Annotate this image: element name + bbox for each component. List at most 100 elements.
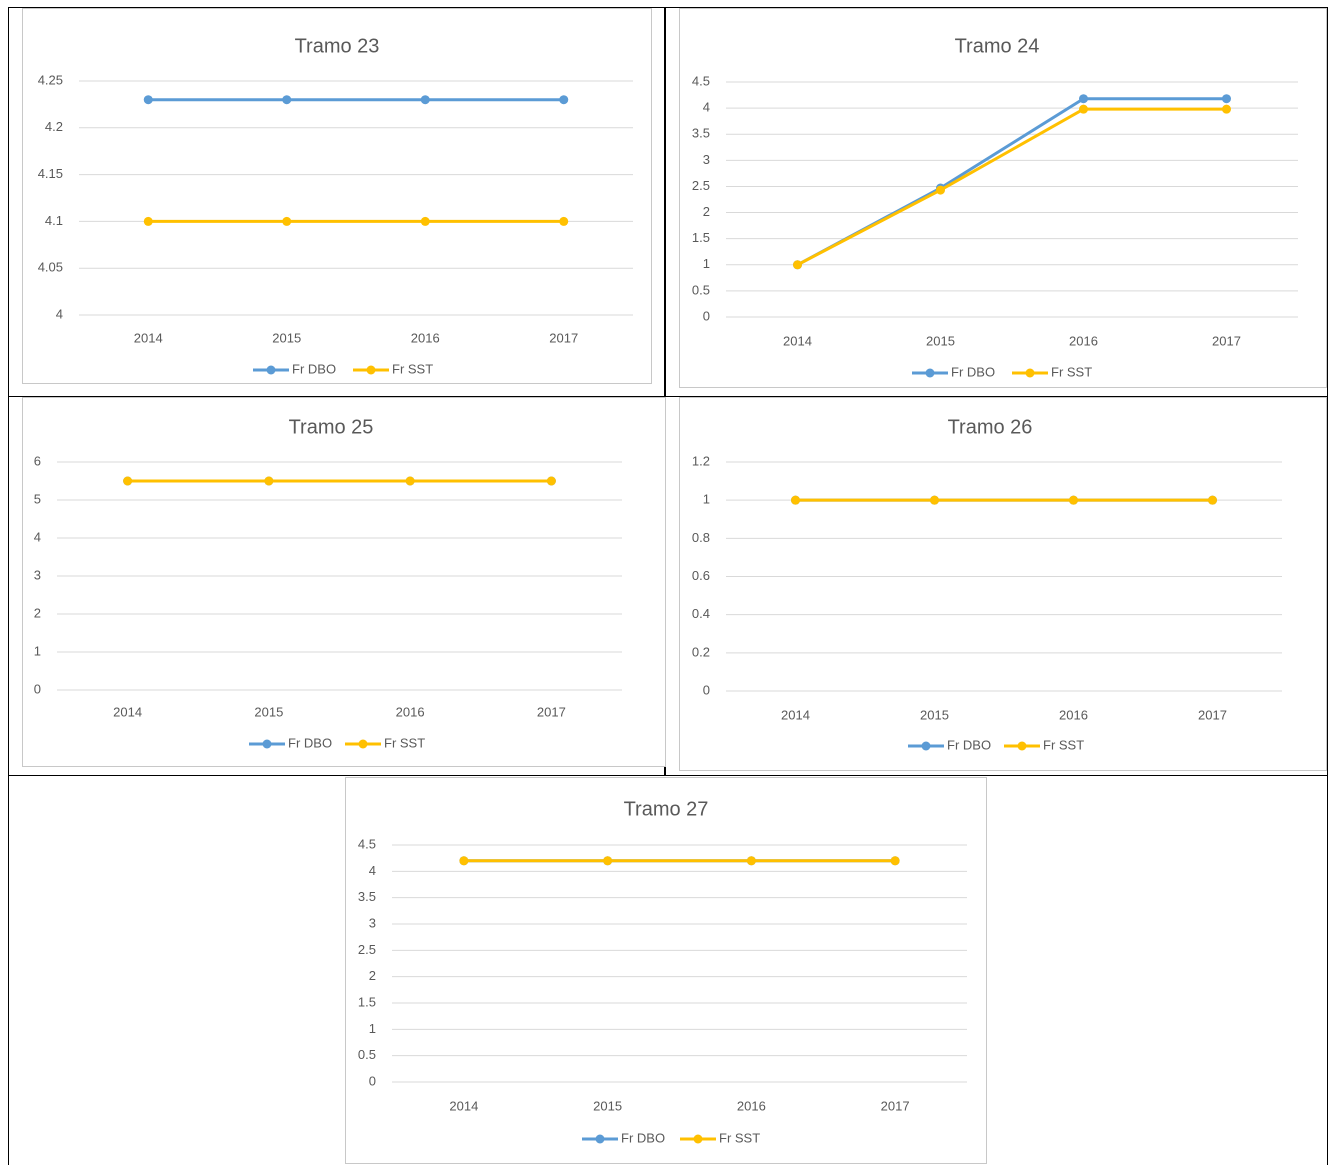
chart-tramo-24-svg: Tramo 24 0 0.5 1 1.5 2 2.5 3 3.5 4 4.5 2014 2015 2016… bbox=[692, 35, 1298, 379]
chart-tramo-27-svg: Tramo 27 0 0.5 1 1.5 2 2.5 3 3.5 4 4.5 2014 2015 2016… bbox=[358, 798, 967, 1145]
x-tick-label: 2016 bbox=[396, 704, 425, 719]
data-point-fr-dbo bbox=[143, 95, 153, 105]
y-tick-label: 0.5 bbox=[358, 1047, 376, 1062]
y-tick-label: 0 bbox=[703, 308, 710, 323]
chart-title: Tramo 23 bbox=[295, 35, 380, 57]
x-tick-label: 2016 bbox=[737, 1098, 766, 1113]
legend-label: Fr SST bbox=[392, 361, 433, 376]
y-tick-label: 4.5 bbox=[358, 836, 376, 851]
data-point-fr-sst bbox=[1079, 104, 1088, 114]
chart-tramo-26-svg: Tramo 26 0 0.2 0.4 0.6 0.8 1 1.2 2014 2015 2016 201… bbox=[692, 416, 1282, 752]
y-tick-label: 1.5 bbox=[358, 994, 376, 1009]
y-tick-label: 1 bbox=[703, 492, 710, 507]
data-point-fr-sst bbox=[264, 476, 274, 486]
table-border-row2 bbox=[8, 775, 1328, 776]
y-tick-label: 4 bbox=[34, 529, 41, 544]
legend-marker-fr-dbo bbox=[595, 1134, 605, 1144]
chart-title: Tramo 27 bbox=[624, 798, 709, 820]
legend-marker-fr-sst bbox=[1017, 741, 1027, 751]
chart-title: Tramo 25 bbox=[289, 416, 374, 438]
chart-title: Tramo 24 bbox=[955, 35, 1040, 57]
data-point-fr-sst bbox=[546, 476, 556, 486]
y-tick-label: 3 bbox=[369, 915, 376, 930]
x-tick-label: 2014 bbox=[134, 330, 163, 345]
y-tick-label: 0.5 bbox=[692, 282, 710, 297]
y-tick-label: 3 bbox=[34, 567, 41, 582]
table-border-left bbox=[8, 7, 9, 1165]
y-tick-label: 6 bbox=[34, 453, 41, 468]
y-tick-label: 4.2 bbox=[45, 119, 63, 134]
y-tick-label: 4.05 bbox=[38, 260, 63, 275]
legend-label: Fr DBO bbox=[947, 737, 991, 752]
chart-tramo-23: Tramo 23 4 4.05 4.1 4.15 4.2 4.25 2014 2015 2016 2… bbox=[22, 8, 652, 384]
legend-marker-fr-dbo bbox=[266, 365, 276, 375]
x-tick-label: 2014 bbox=[783, 333, 812, 348]
legend-marker-fr-dbo bbox=[921, 741, 931, 751]
legend-label: Fr SST bbox=[384, 735, 425, 750]
legend-marker-fr-dbo bbox=[925, 368, 935, 378]
table-border-top bbox=[8, 7, 1328, 8]
legend-label: Fr DBO bbox=[288, 735, 332, 750]
y-tick-label: 0.6 bbox=[692, 568, 710, 583]
y-tick-label: 4 bbox=[369, 863, 376, 878]
data-point-fr-sst bbox=[1069, 495, 1078, 505]
y-tick-label: 5 bbox=[34, 491, 41, 506]
y-tick-label: 1.5 bbox=[692, 230, 710, 245]
x-tick-label: 2014 bbox=[449, 1098, 478, 1113]
data-point-fr-sst bbox=[603, 856, 613, 866]
data-point-fr-dbo bbox=[1079, 94, 1088, 104]
y-tick-label: 4 bbox=[703, 100, 710, 115]
y-tick-label: 4.25 bbox=[38, 72, 63, 87]
data-point-fr-sst bbox=[746, 856, 756, 866]
data-point-fr-sst bbox=[1222, 104, 1231, 114]
x-tick-label: 2015 bbox=[254, 704, 283, 719]
y-tick-label: 4.1 bbox=[45, 213, 63, 228]
y-tick-label: 3 bbox=[703, 152, 710, 167]
data-point-fr-sst bbox=[420, 216, 430, 226]
data-point-fr-sst bbox=[791, 495, 800, 505]
legend-label: Fr DBO bbox=[621, 1130, 665, 1145]
x-tick-label: 2017 bbox=[549, 330, 578, 345]
data-point-fr-sst bbox=[890, 856, 900, 866]
data-point-fr-dbo bbox=[282, 95, 292, 105]
y-tick-label: 0 bbox=[369, 1073, 376, 1088]
chart-tramo-23-svg: Tramo 23 4 4.05 4.1 4.15 4.2 4.25 2014 2015 2016 2… bbox=[38, 35, 633, 376]
y-tick-label: 2 bbox=[369, 968, 376, 983]
x-tick-label: 2016 bbox=[1059, 707, 1088, 722]
legend-label: Fr SST bbox=[719, 1130, 760, 1145]
data-point-fr-sst bbox=[559, 216, 569, 226]
x-tick-label: 2015 bbox=[920, 707, 949, 722]
y-tick-label: 4.5 bbox=[692, 73, 710, 88]
legend-label: Fr DBO bbox=[951, 364, 995, 379]
x-tick-label: 2015 bbox=[926, 333, 955, 348]
legend-label: Fr SST bbox=[1043, 737, 1084, 752]
series-line-fr-sst bbox=[796, 107, 1227, 267]
y-tick-label: 0.2 bbox=[692, 644, 710, 659]
legend-label: Fr DBO bbox=[292, 361, 336, 376]
legend-marker-fr-sst bbox=[693, 1134, 703, 1144]
y-tick-label: 4.15 bbox=[38, 166, 63, 181]
data-point-fr-sst bbox=[143, 216, 153, 226]
x-tick-label: 2014 bbox=[113, 704, 142, 719]
data-point-fr-sst bbox=[1208, 495, 1217, 505]
y-tick-label: 0.8 bbox=[692, 530, 710, 545]
y-tick-label: 1 bbox=[34, 643, 41, 658]
data-point-fr-dbo bbox=[559, 95, 569, 105]
x-tick-label: 2015 bbox=[593, 1098, 622, 1113]
legend-label: Fr SST bbox=[1051, 364, 1092, 379]
y-tick-label: 2.5 bbox=[358, 942, 376, 957]
chart-tramo-25-svg: Tramo 25 0 1 2 3 4 5 6 2014 2015 2016 2017 Fr DBO Fr … bbox=[34, 416, 622, 750]
x-tick-label: 2015 bbox=[272, 330, 301, 345]
data-point-fr-sst bbox=[123, 476, 133, 486]
y-tick-label: 0.4 bbox=[692, 606, 710, 621]
y-tick-label: 3.5 bbox=[358, 889, 376, 904]
series-line-fr-dbo bbox=[796, 97, 1227, 267]
legend-marker-fr-sst bbox=[366, 365, 376, 375]
y-tick-label: 3.5 bbox=[692, 126, 710, 141]
legend-marker-fr-dbo bbox=[262, 739, 272, 749]
x-tick-label: 2017 bbox=[1212, 333, 1241, 348]
y-tick-label: 0 bbox=[703, 682, 710, 697]
data-point-fr-sst bbox=[459, 856, 469, 866]
legend-marker-fr-sst bbox=[358, 739, 368, 749]
chart-tramo-27: Tramo 27 0 0.5 1 1.5 2 2.5 3 3.5 4 4.5 2014 2015 2016… bbox=[345, 777, 987, 1164]
